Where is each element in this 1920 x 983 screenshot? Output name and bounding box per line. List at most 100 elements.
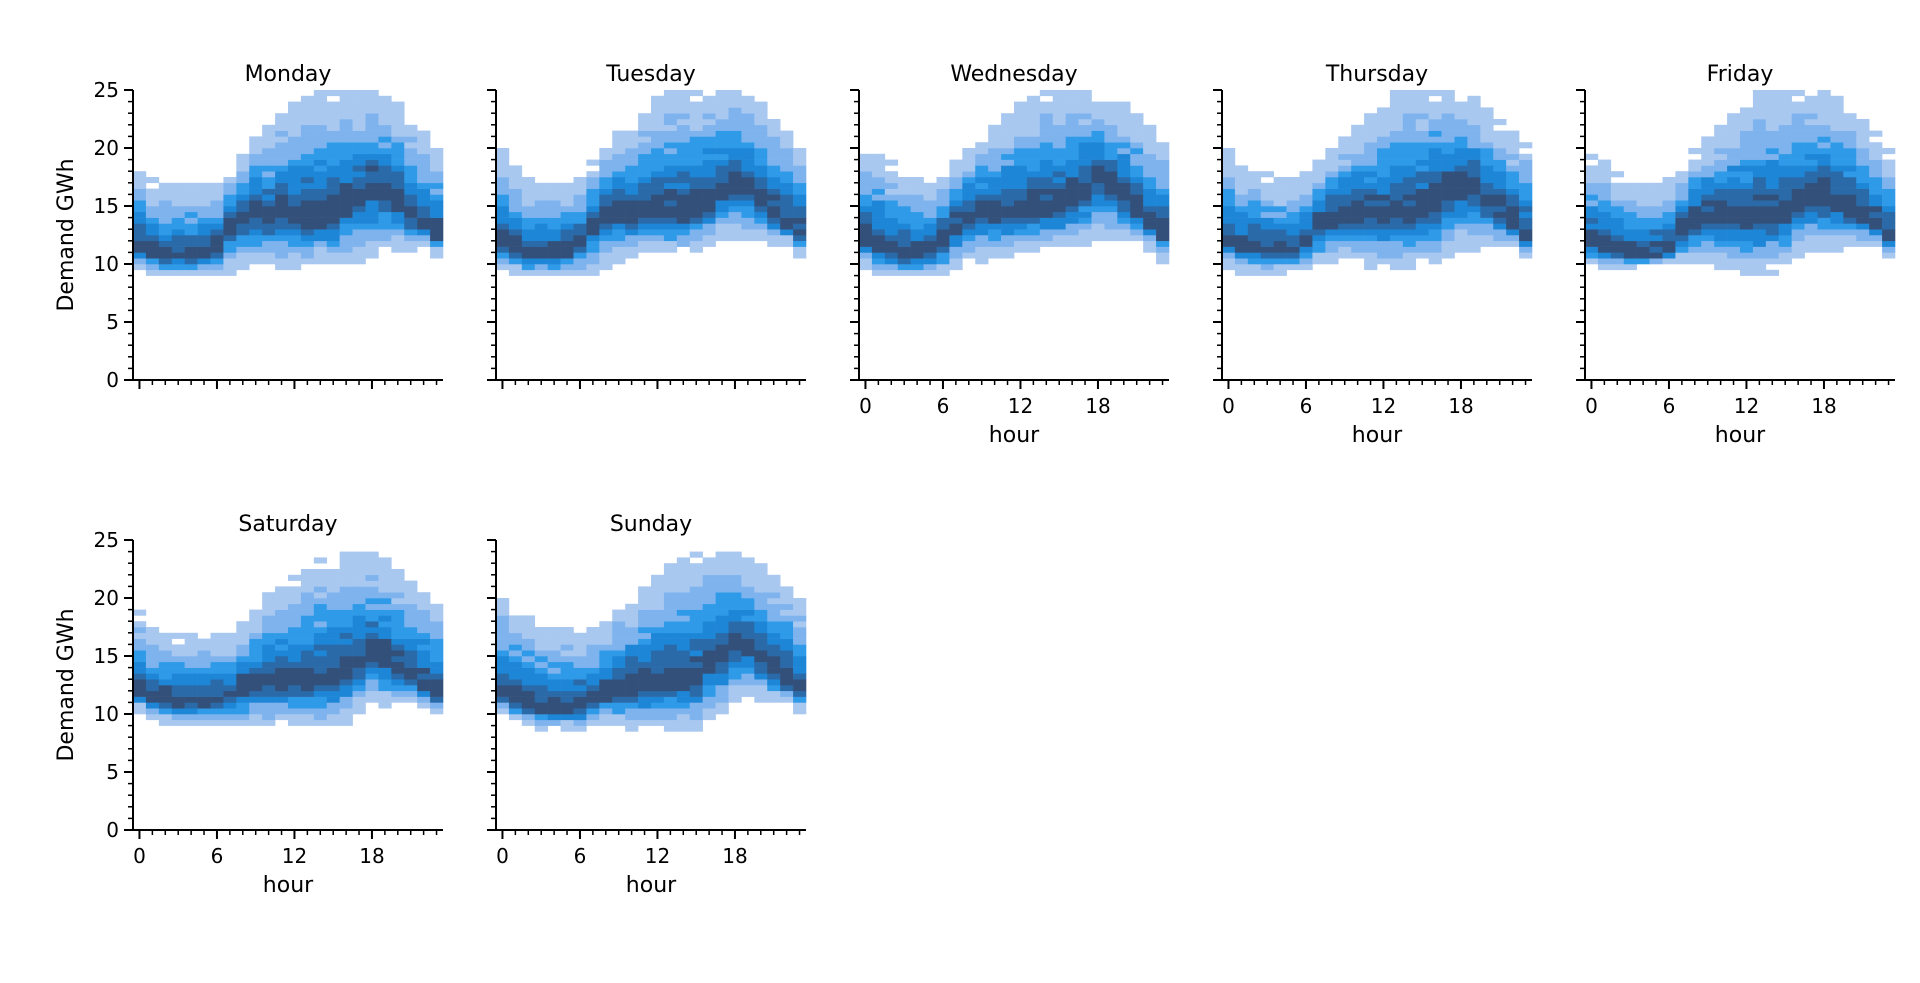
heatmap-cell	[780, 142, 794, 149]
heatmap-cell	[313, 627, 328, 634]
heatmap-cell	[496, 615, 510, 622]
heatmap-cell	[1597, 177, 1612, 184]
heatmap-cell	[365, 240, 379, 247]
heatmap-cell	[767, 673, 781, 680]
heatmap-cell	[404, 130, 418, 137]
heatmap-cell	[1351, 136, 1365, 143]
heatmap-cell	[1014, 188, 1028, 195]
heatmap-cell	[404, 200, 418, 207]
heatmap-cell	[1869, 200, 1883, 207]
heatmap-cell	[508, 644, 523, 651]
heatmap-cell	[560, 650, 574, 657]
heatmap-cell	[145, 211, 160, 218]
heatmap-cell	[1467, 159, 1481, 166]
heatmap-cell	[236, 702, 250, 709]
heatmap-cell	[352, 557, 366, 564]
heatmap-cell	[223, 644, 237, 651]
heatmap-cell	[988, 182, 1002, 189]
heatmap-cell	[1856, 240, 1870, 247]
heatmap-cell	[313, 206, 328, 213]
heatmap-cell	[1039, 188, 1054, 195]
heatmap-cell	[651, 673, 665, 680]
heatmap-cell	[702, 667, 716, 674]
heatmap-cell	[249, 667, 263, 674]
heatmap-cell	[313, 159, 328, 166]
heatmap-cell	[1701, 159, 1715, 166]
heatmap-cell	[1402, 252, 1417, 259]
heatmap-cell	[651, 95, 665, 102]
heatmap-cell	[236, 673, 250, 680]
heatmap-cell	[689, 650, 703, 657]
heatmap-cell	[638, 124, 652, 131]
heatmap-cell	[1026, 171, 1041, 178]
heatmap-cell	[1078, 223, 1092, 230]
heatmap-cell	[573, 708, 587, 715]
heatmap-cell	[430, 252, 444, 259]
heatmap-cell	[689, 235, 703, 242]
heatmap-cell	[288, 136, 302, 143]
heatmap-cell	[1377, 148, 1391, 155]
heatmap-cell	[702, 211, 716, 218]
heatmap-cell	[1441, 211, 1455, 218]
heatmap-cell	[1623, 182, 1637, 189]
heatmap-cell	[1039, 223, 1054, 230]
heatmap-cell	[612, 223, 626, 230]
heatmap-cell	[741, 200, 755, 207]
heatmap-cell	[1402, 142, 1417, 149]
heatmap-cell	[780, 177, 794, 184]
heatmap-cell	[1480, 153, 1494, 160]
heatmap-cell	[262, 679, 276, 686]
heatmap-cell	[1428, 113, 1442, 120]
heatmap-cell	[249, 136, 263, 143]
heatmap-cell	[1467, 119, 1481, 126]
heatmap-cell	[767, 206, 781, 213]
heatmap-cell	[949, 235, 963, 242]
x-tick-label: 12	[1008, 394, 1033, 418]
heatmap-cell	[1389, 159, 1404, 166]
heatmap-cell	[651, 661, 665, 668]
heatmap-cell	[754, 673, 768, 680]
heatmap-cell	[702, 580, 716, 587]
heatmap-cell	[313, 603, 328, 610]
heatmap-cell	[612, 240, 626, 247]
heatmap-cell	[1585, 188, 1599, 195]
heatmap-cell	[793, 206, 807, 213]
heatmap-cell	[715, 153, 729, 160]
heatmap-cell	[1312, 182, 1326, 189]
heatmap-cell	[288, 708, 302, 715]
heatmap-cell	[573, 714, 587, 721]
heatmap-cell	[754, 627, 768, 634]
heatmap-cell	[1377, 235, 1391, 242]
heatmap-cell	[1065, 90, 1079, 97]
heatmap-cell	[404, 609, 418, 616]
heatmap-cell	[1104, 171, 1118, 178]
heatmap-cell	[728, 569, 742, 576]
heatmap-cell	[1052, 113, 1066, 120]
heatmap-cell	[1675, 188, 1689, 195]
heatmap-cell	[210, 638, 224, 645]
heatmap-cell	[638, 194, 652, 201]
heatmap-cell	[378, 603, 392, 610]
heatmap-cell	[508, 165, 523, 172]
heatmap-cell	[793, 679, 807, 686]
heatmap-cell	[288, 574, 302, 581]
heatmap-cell	[1143, 188, 1157, 195]
heatmap-cell	[1222, 200, 1236, 207]
heatmap-cell	[145, 223, 160, 230]
heatmap-cell	[1597, 182, 1612, 189]
heatmap-cell	[1428, 223, 1442, 230]
heatmap-cell	[1727, 194, 1741, 201]
heatmap-cell	[1856, 211, 1870, 218]
heatmap-cell	[1001, 240, 1015, 247]
heatmap-cell	[1039, 206, 1054, 213]
heatmap-cell	[496, 240, 510, 247]
heatmap-cell	[352, 258, 366, 265]
heatmap-cell	[1130, 165, 1144, 172]
heatmap-cell	[1273, 252, 1287, 259]
heatmap-cell	[313, 188, 328, 195]
heatmap-cell	[391, 182, 405, 189]
heatmap-cell	[1727, 165, 1741, 172]
heatmap-cell	[1817, 223, 1831, 230]
heatmap-cell	[1273, 258, 1287, 265]
heatmap-cell	[1869, 177, 1883, 184]
